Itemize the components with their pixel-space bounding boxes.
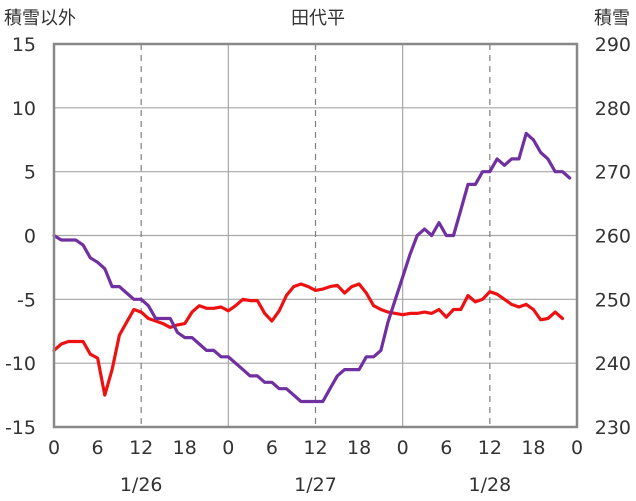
grid-lines xyxy=(54,44,577,427)
x-tick-label: 6 xyxy=(440,437,452,459)
date-labels: 1/26 1/27 1/28 xyxy=(120,474,511,496)
x-tick-label: 6 xyxy=(266,437,278,459)
left-tick-label: -5 xyxy=(17,289,36,311)
left-axis-label: 積雪以外 xyxy=(4,8,76,29)
x-tick-label: 0 xyxy=(397,437,409,459)
right-axis-ticks: 290 280 270 260 250 240 230 xyxy=(595,34,631,439)
right-tick-label: 280 xyxy=(595,98,631,120)
series-lines xyxy=(52,131,572,404)
series-line-right-axis xyxy=(52,131,572,404)
right-tick-label: 250 xyxy=(595,289,631,311)
date-label: 1/27 xyxy=(294,474,337,496)
left-tick-label: -10 xyxy=(5,353,36,375)
right-tick-label: 230 xyxy=(595,417,631,439)
x-tick-label: 0 xyxy=(222,437,234,459)
left-tick-label: 15 xyxy=(12,34,36,56)
date-label: 1/26 xyxy=(120,474,163,496)
x-tick-label: 12 xyxy=(303,437,327,459)
x-tick-label: 0 xyxy=(571,437,583,459)
x-tick-label: 18 xyxy=(347,437,371,459)
chart-title: 田代平 xyxy=(291,8,345,29)
series-line-left-axis xyxy=(52,282,565,397)
x-tick-label: 18 xyxy=(521,437,545,459)
right-tick-label: 270 xyxy=(595,162,631,184)
left-tick-label: -15 xyxy=(5,417,36,439)
date-label: 1/28 xyxy=(468,474,511,496)
x-axis-ticks: 0 6 12 18 0 6 12 18 0 6 12 18 0 xyxy=(48,437,583,459)
right-tick-label: 290 xyxy=(595,34,631,56)
left-tick-label: 0 xyxy=(24,226,36,248)
right-axis-label: 積雪 xyxy=(594,8,630,29)
left-tick-label: 5 xyxy=(24,162,36,184)
right-tick-label: 260 xyxy=(595,226,631,248)
x-tick-label: 12 xyxy=(129,437,153,459)
left-tick-label: 10 xyxy=(12,98,36,120)
x-tick-label: 12 xyxy=(478,437,502,459)
x-tick-label: 0 xyxy=(48,437,60,459)
x-tick-label: 6 xyxy=(92,437,104,459)
right-tick-label: 240 xyxy=(595,353,631,375)
x-tick-label: 18 xyxy=(173,437,197,459)
plot-frame xyxy=(52,42,579,429)
left-axis-ticks: 15 10 5 0 -5 -10 -15 xyxy=(5,34,36,439)
